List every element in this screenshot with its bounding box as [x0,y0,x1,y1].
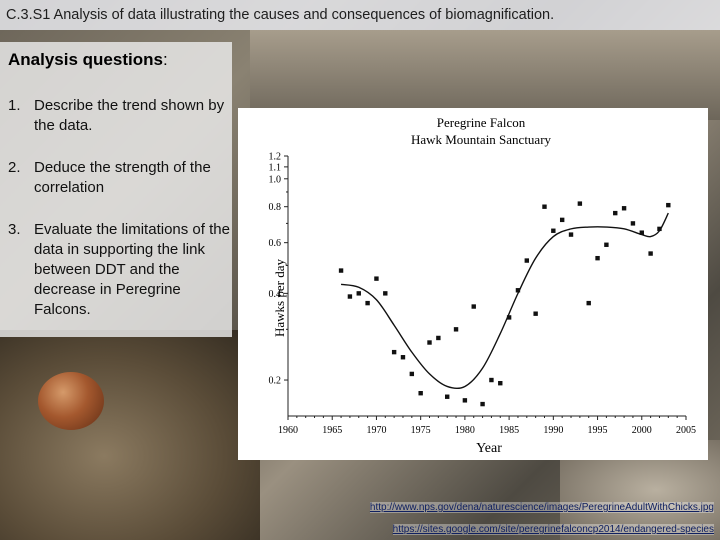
question-text: Describe the trend shown by the data. [34,97,225,134]
title-bar: C.3.S1 Analysis of data illustrating the… [0,0,720,30]
data-point [409,371,415,377]
x-tick-label: 1975 [411,425,431,436]
data-point [595,255,600,261]
analysis-heading: Analysis questions: [8,50,168,70]
peregrine-chart: Peregrine Falcon Hawk Mountain Sanctuary… [269,115,697,456]
analysis-panel: Analysis questions: 1. Describe the trend… [0,42,232,337]
data-point [453,327,459,332]
data-point [391,349,397,355]
question-text: Evaluate the limitations of the data in … [34,221,230,318]
data-point [586,300,591,306]
x-tick-label: 2005 [676,425,696,436]
data-point [471,304,476,309]
photo-nest-ground [0,330,260,540]
x-tick-label: 1970 [366,425,386,436]
data-point [356,291,361,296]
data-point [542,204,547,209]
data-point [418,391,423,396]
analysis-heading-colon: : [162,50,168,69]
data-point [568,232,574,237]
data-point [506,315,512,320]
data-point [551,228,556,233]
question-number: 2. [8,159,21,176]
data-point [338,268,344,273]
data-point [347,294,353,299]
y-tick-label: 1.0 [269,174,282,185]
x-tick-label: 1980 [455,425,475,436]
chart-axes: 1960 1965 1970 1975 1980 1985 1990 1995 2000 2005… [269,152,697,437]
question-number: 3. [8,221,21,238]
data-points [338,201,671,407]
y-axis-label: Hawks per day [272,259,287,337]
question-item: 2. Deduce the strength of the correlation [8,158,230,198]
data-point [613,210,618,216]
x-tick-label: 1990 [543,425,563,436]
question-number: 1. [8,97,21,114]
analysis-heading-text: Analysis questions [8,50,163,69]
data-point [445,394,450,399]
data-point [480,401,485,407]
data-point [365,300,370,306]
y-tick-label: 0.4 [269,289,282,300]
x-axis-label: Year [476,441,502,456]
data-point [666,202,671,208]
x-tick-label: 1995 [588,425,608,436]
y-tick-label: 0.2 [269,376,282,387]
question-text: Deduce the strength of the correlation [34,159,211,196]
data-point [515,288,521,293]
y-tick-label: 0.6 [269,238,282,249]
data-point [498,380,503,386]
x-tick-label: 1965 [322,425,342,436]
trend-curve [340,212,669,390]
y-tick-label: 0.8 [269,202,282,213]
question-item: 3. Evaluate the limitations of the data i… [8,220,230,320]
data-point [524,258,529,263]
image-source-link-1[interactable]: http://www.nps.gov/dena/naturescience/im… [369,502,714,513]
trend-line [340,212,669,390]
data-point [374,276,379,281]
data-point [462,398,468,403]
data-point [559,217,565,223]
data-point [383,291,388,296]
falcon-egg-image [38,372,104,430]
data-point [533,311,538,316]
data-point [577,201,583,206]
x-tick-label: 1960 [278,425,298,436]
chart-title-line1: Peregrine Falcon [437,115,526,130]
data-point [489,377,494,383]
x-tick-label: 2000 [632,425,652,436]
data-point [639,230,644,235]
chart-container: Peregrine Falcon Hawk Mountain Sanctuary… [238,108,708,460]
data-point [657,226,662,232]
data-point [436,335,441,341]
data-point [604,242,609,247]
questions-list: 1. Describe the trend shown by the data. … [8,96,230,342]
data-point [621,206,627,211]
y-tick-label: 1.1 [269,162,282,173]
slide-title: C.3.S1 Analysis of data illustrating the… [6,7,555,23]
question-item: 1. Describe the trend shown by the data. [8,96,230,136]
photo-rock-top [250,30,720,120]
data-point [400,355,406,360]
data-point [648,251,653,256]
chart-title-line2: Hawk Mountain Sanctuary [411,132,552,147]
y-tick-label: 1.2 [269,152,282,163]
x-tick-label: 1985 [499,425,519,436]
image-source-link-2[interactable]: https://sites.google.com/site/peregrinef… [392,524,714,535]
data-point [427,340,432,345]
data-point [630,221,636,226]
